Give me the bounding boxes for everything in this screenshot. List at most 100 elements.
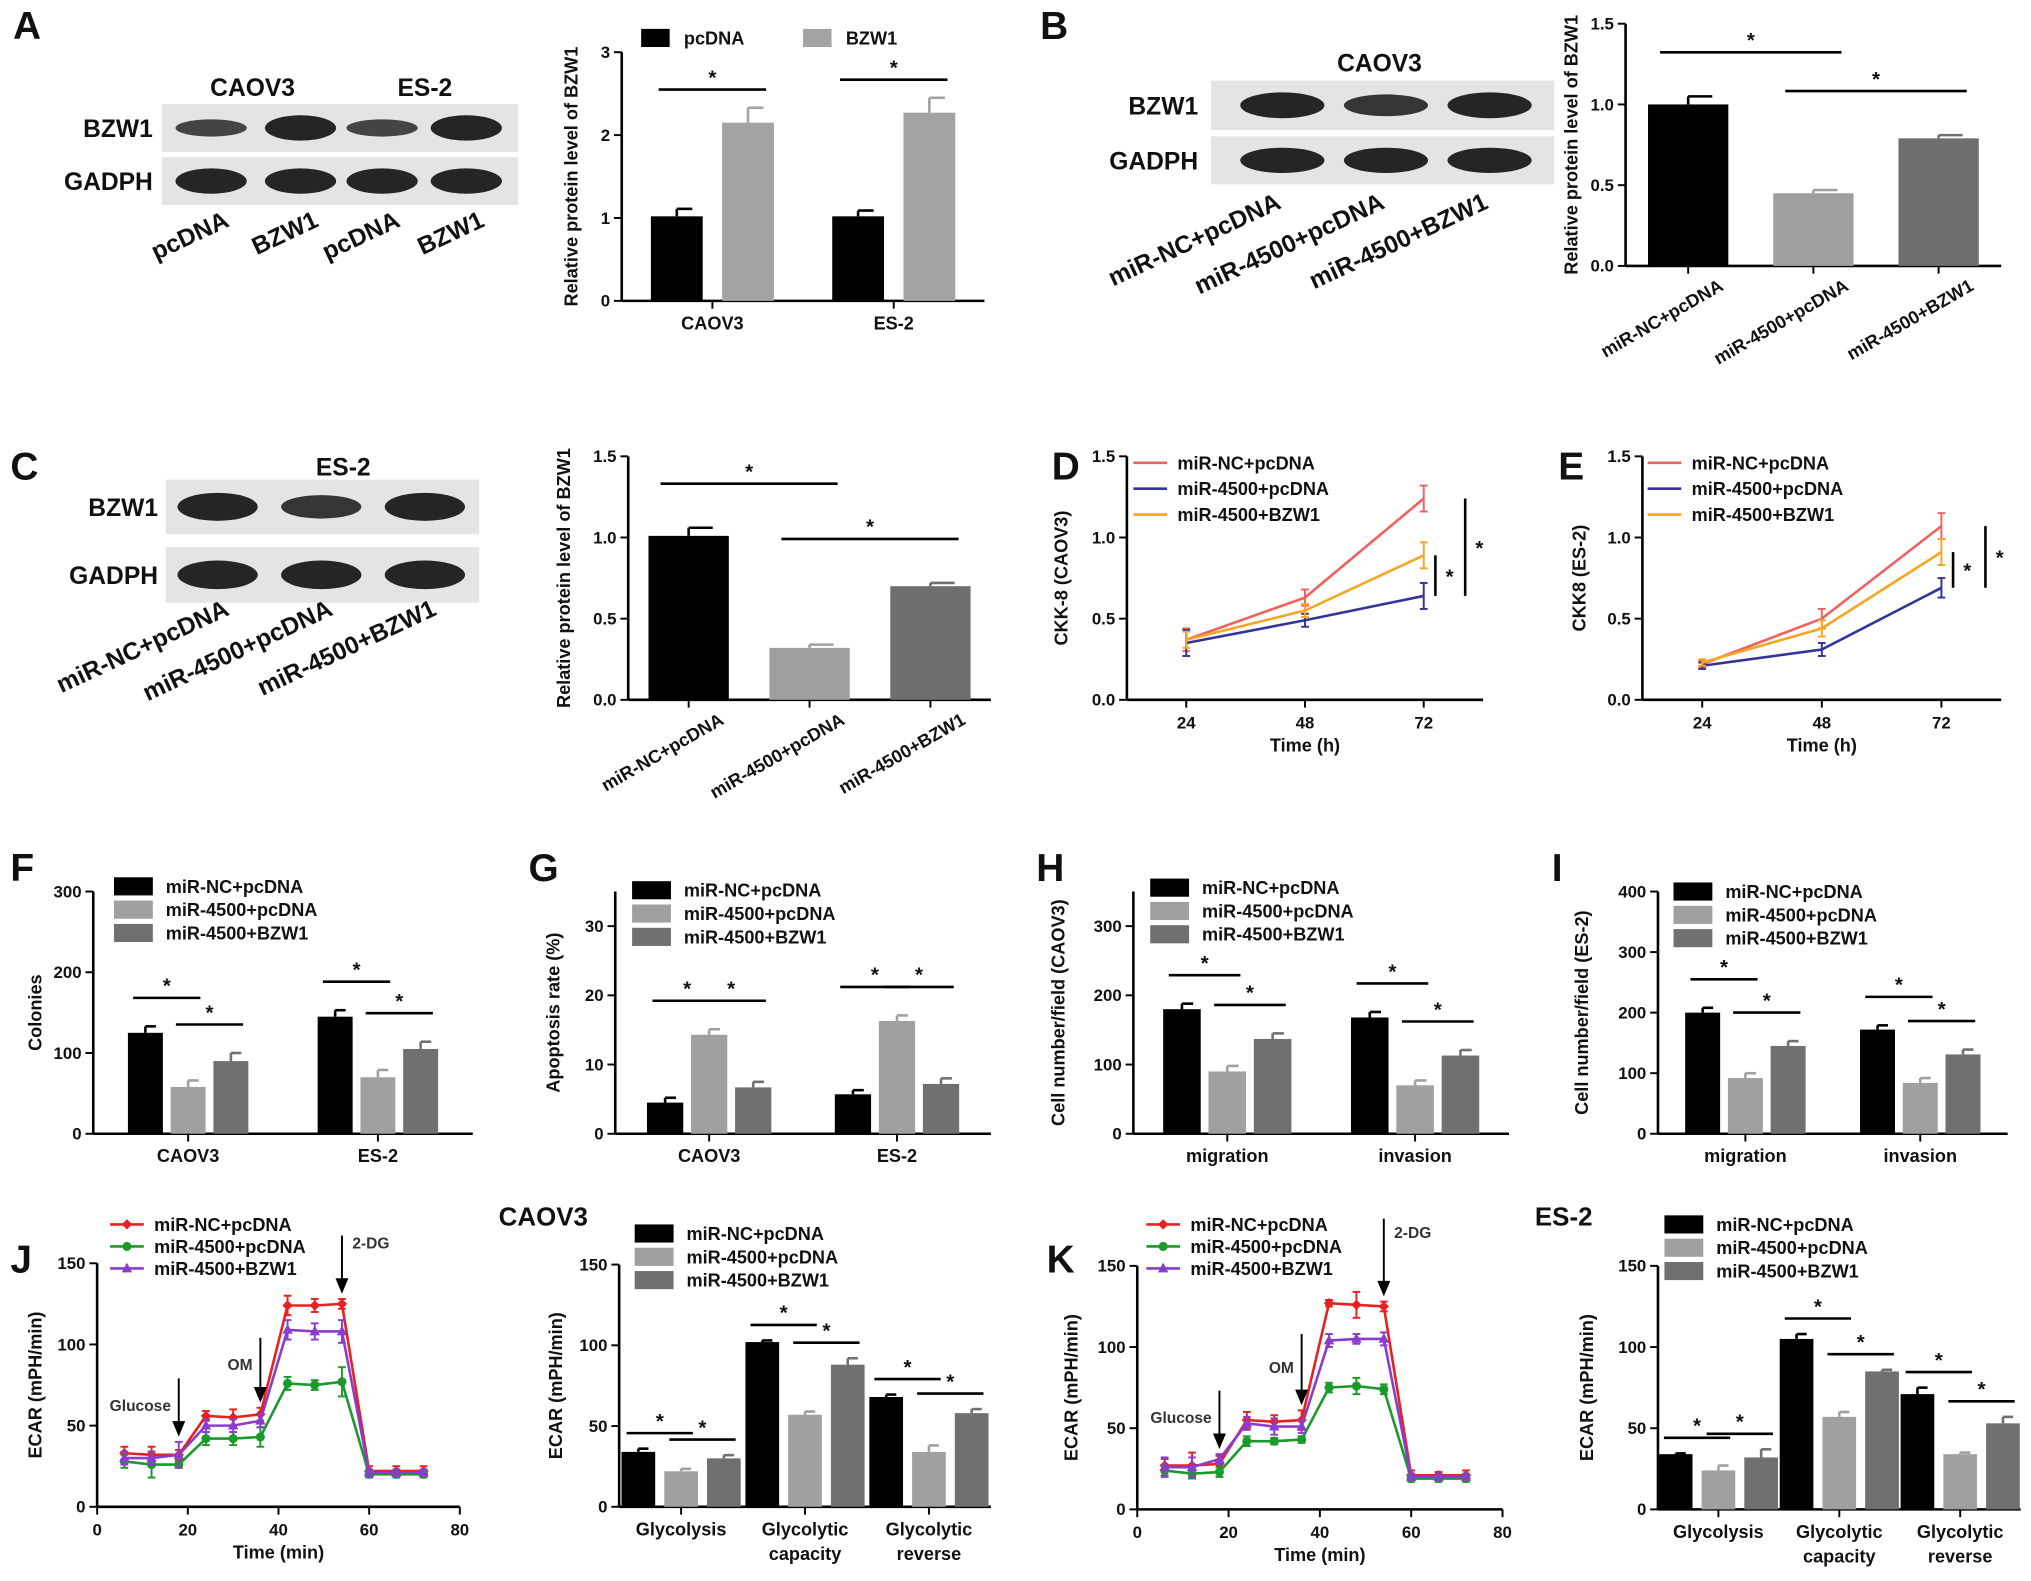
arrow-icon (1377, 1280, 1391, 1297)
y-tick-label: 100 (1618, 1338, 1646, 1357)
bar (127, 1032, 163, 1134)
y-tick-label: 0 (76, 1498, 85, 1517)
y-tick-label: 0.0 (1607, 691, 1630, 710)
significance-marker: * (352, 959, 361, 982)
data-point (1186, 1461, 1198, 1472)
data-point (1297, 1435, 1307, 1445)
data-point (309, 1300, 320, 1311)
western-blot-b: CAOV3BZW1GADPHmiR-NC+pcDNAmiR-4500+pcDNA… (1104, 51, 1555, 300)
y-axis-label: Relative protein level of BZW1 (562, 47, 582, 307)
data-point (1157, 1219, 1169, 1230)
bar (832, 216, 885, 301)
significance-marker: * (1434, 998, 1443, 1021)
y-tick-label: 400 (1618, 882, 1646, 901)
bar (213, 1061, 249, 1134)
y-tick-label: 100 (1618, 1064, 1646, 1083)
legend-swatch (641, 28, 670, 48)
series-line (124, 1302, 424, 1473)
bar (890, 586, 971, 700)
lane-label: pcDNA (147, 207, 233, 266)
data-point (282, 1324, 293, 1334)
blot-row-label: BZW1 (1128, 93, 1198, 120)
protein-band (384, 492, 466, 521)
bar (954, 1413, 989, 1507)
blot-title: ES-2 (316, 455, 371, 482)
legend-swatch (1150, 878, 1190, 897)
legend-label: miR-4500+BZW1 (684, 927, 827, 947)
significance-marker: * (1996, 547, 2005, 570)
data-point (1460, 1471, 1472, 1481)
data-point (1406, 1471, 1417, 1481)
data-point (255, 1432, 265, 1442)
y-tick-label: 0.5 (1092, 609, 1115, 628)
bar-chart-a: 0 1 2 3 Relative protein level of BZW1 CAOV3 E… (562, 28, 985, 333)
y-tick-label: 200 (1618, 1003, 1646, 1022)
legend-label: miR-NC+pcDNA (1692, 453, 1829, 473)
y-tick-label: 2 (601, 126, 610, 145)
series-line (1164, 1337, 1466, 1479)
panel-letter-f: F (10, 847, 34, 890)
legend-label: miR-NC+pcDNA (684, 881, 821, 901)
bar (1900, 1394, 1935, 1510)
legend-label: miR-NC+pcDNA (1716, 1215, 1853, 1235)
bar (691, 1034, 728, 1134)
significance-marker: * (1978, 1378, 1987, 1401)
legend-swatch (113, 877, 153, 896)
legend-label: miR-4500+pcDNA (166, 900, 318, 920)
bar (869, 1396, 904, 1507)
bar (403, 1048, 439, 1134)
y-tick-label: 0.5 (1607, 609, 1630, 628)
bar-chart-g: 0 10 20 30 Apoptosis rate (%) CAOV3 ES-2 miR-NC… (544, 881, 991, 1166)
panel-letter-j: J (10, 1238, 32, 1281)
y-tick-label: 100 (57, 1335, 85, 1354)
y-tick-label: 0.0 (593, 691, 616, 710)
data-point (1433, 1471, 1444, 1481)
data-point (282, 1300, 293, 1311)
bar (722, 122, 774, 301)
bar (922, 1083, 960, 1134)
x-tick-label: Glycolytic capacity (762, 1519, 849, 1564)
legend-swatch (1664, 1238, 1704, 1257)
significance-marker: * (871, 964, 880, 987)
bar (1822, 1416, 1857, 1510)
western-blot-c: ES-2BZW1GADPHmiR-NC+pcDNAmiR-4500+pcDNAm… (53, 455, 480, 707)
x-tick-label: miR-4500+BZW1 (835, 709, 968, 798)
legend-label: miR-NC+pcDNA (166, 877, 303, 897)
significance-marker: * (866, 516, 875, 539)
y-axis-label: Cell number/field (CAOV3) (1049, 899, 1069, 1126)
significance-marker: * (1736, 1411, 1745, 1434)
x-tick-label: miR-NC+pcDNA (598, 709, 727, 795)
x-tick-label: 0 (92, 1520, 101, 1539)
blot-row-label: BZW1 (83, 116, 153, 143)
line-chart-d: 0.0 0.5 1.0 1.5 CKK-8 (CAOV3) Time (h) 24 48 72 m… (1051, 447, 1484, 755)
legend-label: miR-4500+pcDNA (154, 1237, 306, 1257)
lane-label: BZW1 (248, 207, 323, 261)
significance-marker: * (1246, 982, 1255, 1005)
legend-label: miR-4500+pcDNA (1202, 901, 1354, 921)
blot-row-label: GADPH (64, 169, 153, 196)
bar (170, 1086, 206, 1134)
legend-label: miR-4500+pcDNA (684, 904, 836, 924)
significance-marker: * (780, 1302, 789, 1325)
y-tick-label: 1.0 (1092, 528, 1115, 547)
x-tick-label: miR-4500+BZW1 (1843, 275, 1976, 364)
protein-band (1240, 92, 1325, 119)
arrow-icon (172, 1421, 186, 1437)
significance-marker: * (1814, 1295, 1823, 1318)
legend-swatch (1664, 1261, 1704, 1281)
data-point (1378, 1333, 1389, 1343)
x-tick-label: CAOV3 (157, 1146, 219, 1166)
x-tick-label: ES-2 (877, 1146, 917, 1166)
legend-swatch (632, 927, 671, 946)
y-tick-label: 0 (1637, 1125, 1646, 1144)
legend-swatch (632, 904, 671, 923)
bar (834, 1094, 872, 1134)
legend-swatch (634, 1247, 674, 1266)
panel-letter-b: B (1040, 5, 1068, 48)
x-tick-label: 72 (1932, 713, 1951, 732)
x-tick-label: 48 (1812, 713, 1831, 732)
x-tick-label: 40 (1311, 1523, 1330, 1542)
y-axis-label: Apoptosis rate (%) (544, 933, 564, 1093)
bar (1208, 1071, 1247, 1134)
